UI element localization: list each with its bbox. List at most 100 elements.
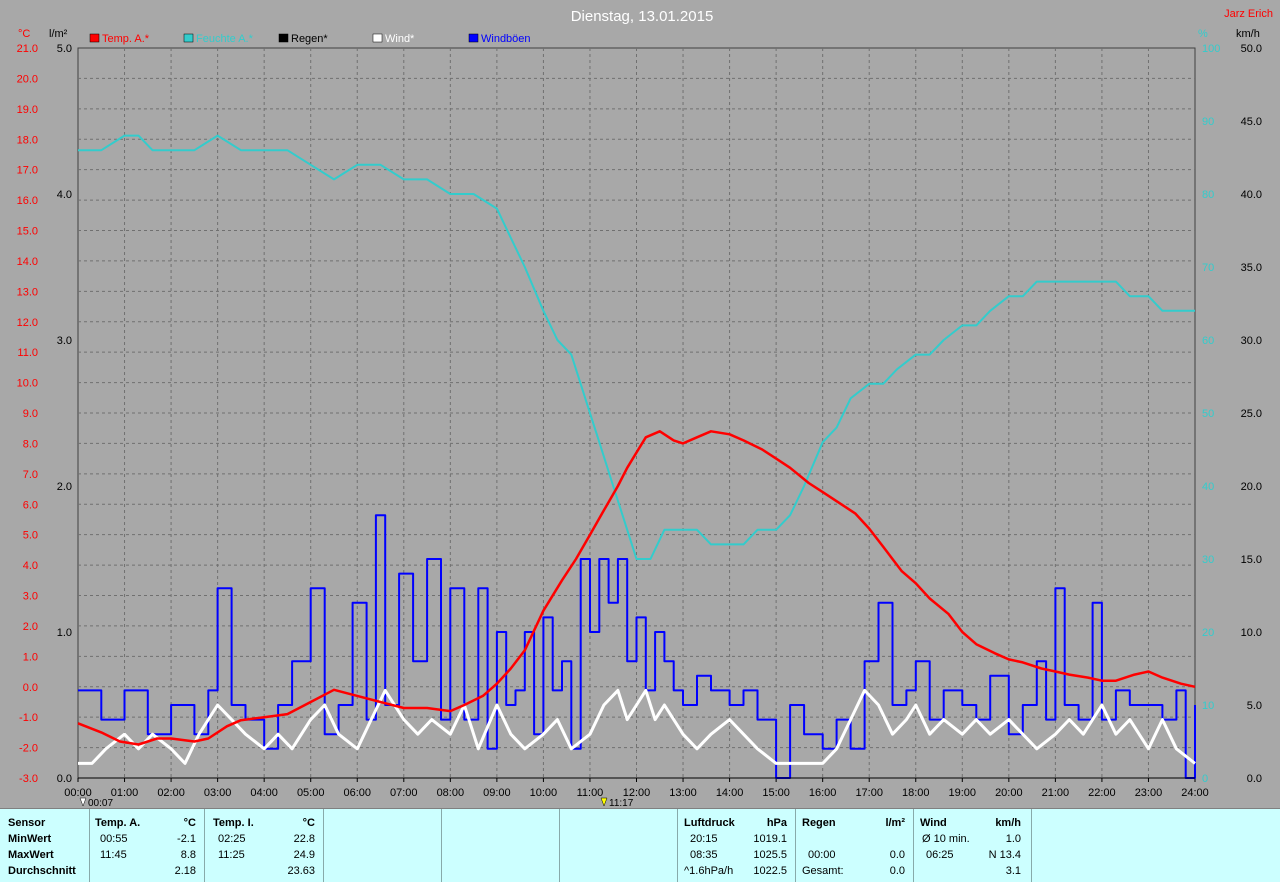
x-tick-label: 18:00 [902,787,930,799]
wind-mean-val: 3.1 [1005,865,1021,877]
temp-tick-label: 0.0 [23,682,38,694]
temp-i-max-time: 11:25 [218,849,245,861]
series-line-wind [78,688,1196,765]
temp-a-header: Temp. A. [95,817,141,829]
x-tick-label: 09:00 [483,787,511,799]
summary-table: Sensor MinWert MaxWert Durchschnitt Temp… [0,808,1280,882]
humidity-tick-label: 50 [1202,408,1214,420]
x-tick-label: 21:00 [1042,787,1070,799]
pressure-min-time: 20:15 [690,833,718,845]
row-label-avg: Durchschnitt [8,865,76,877]
author-label: Jarz Erich [1224,8,1273,20]
x-tick-label: 05:00 [297,787,325,799]
temp-a-max-time: 11:45 [100,849,127,861]
pressure-header: Luftdruck [684,817,735,829]
humidity-tick-label: 90 [1202,116,1214,128]
marker-label: 00:07 [88,798,113,808]
rain-header: Regen [802,817,836,829]
humidity-tick-label: 60 [1202,335,1214,347]
x-tick-label: 01:00 [111,787,139,799]
temp-tick-label: 5.0 [23,530,38,542]
temp-tick-label: 13.0 [17,286,38,298]
rain-max-time: 00:00 [808,849,836,861]
wind-tick-label: 5.0 [1247,700,1262,712]
legend-label: Wind* [385,33,415,45]
wind-avg-val: 1.0 [1005,833,1021,845]
temp-a-unit: °C [183,817,196,829]
grid-lines [78,48,1195,778]
pressure-block: Luftdruck hPa 20:15 1019.1 08:35 1025.5 … [678,809,796,882]
legend-label: Windböen [481,33,531,45]
temp-tick-label: 4.0 [23,560,38,572]
x-axis-ticks: 00:00 01:00 02:00 03:00 04:00 05:00 06:00 07:00… [64,778,1209,799]
humidity-axis-unit: % [1198,28,1208,40]
humidity-tick-label: 0 [1202,773,1208,785]
temp-i-min-val: 22.8 [293,833,315,845]
series-line-feuchte-a [78,134,1195,560]
pressure-min-val: 1019.1 [753,833,787,845]
temp-tick-label: 18.0 [17,134,38,146]
temp-tick-label: 16.0 [17,195,38,207]
rain-total-label: Gesamt: [802,865,844,877]
y-axis-ticks: 21.0 20.0 19.0 18.0 17.0 16.0 15.0 14.0 13.0 12.0… [17,43,1262,785]
pressure-unit: hPa [766,817,787,829]
temp-tick-label: 1.0 [23,651,38,663]
rain-tick-label: 4.0 [57,189,72,201]
wind-max-val: N 13.4 [988,849,1021,861]
temp-tick-label: 2.0 [23,621,38,633]
x-tick-label: 08:00 [437,787,465,799]
marker-arrow-icon [79,797,87,807]
humidity-tick-label: 10 [1202,700,1214,712]
legend-swatch [89,33,100,43]
rain-tick-label: 3.0 [57,335,72,347]
pressure-trend-label: ^1.6hPa/h [684,865,734,877]
x-tick-label: 14:00 [716,787,744,799]
wind-max-time: 06:25 [926,849,954,861]
temp-tick-label: 17.0 [17,165,38,177]
temp-i-max-val: 24.9 [293,849,315,861]
x-tick-label: 19:00 [949,787,977,799]
wind-tick-label: 50.0 [1241,43,1262,55]
wind-unit: km/h [995,817,1021,829]
x-tick-label: 11:00 [577,787,604,799]
wind-tick-label: 15.0 [1241,554,1262,566]
temp-a-avg-val: 2.18 [174,865,196,877]
rain-tick-label: 1.0 [57,627,72,639]
temp-axis-unit: °C [18,28,30,40]
rain-tick-label: 2.0 [57,481,72,493]
wind-tick-label: 30.0 [1241,335,1262,347]
x-tick-label: 03:00 [204,787,232,799]
empty-block-2 [442,809,560,882]
x-tick-label: 15:00 [762,787,790,799]
temp-a-max-val: 8.8 [180,849,196,861]
wind-tick-label: 35.0 [1241,262,1262,274]
pressure-trend-val: 1022.5 [753,865,787,877]
humidity-tick-label: 20 [1202,627,1214,639]
marker-label: 11:17 [609,798,634,808]
rain-max-val: 0.0 [889,849,905,861]
empty-block-1 [324,809,442,882]
temp-tick-label: -1.0 [19,712,38,724]
rain-tick-label: 0.0 [57,773,72,785]
marker-arrow-icon [600,797,608,807]
legend-swatch [468,33,479,43]
wind-avg-label: Ø 10 min. [922,833,970,845]
wind-tick-label: 40.0 [1241,189,1262,201]
legend-label: Temp. A.* [102,33,150,45]
temp-i-header: Temp. I. [213,817,254,829]
humidity-tick-label: 30 [1202,554,1214,566]
temp-tick-label: 10.0 [17,378,38,390]
x-tick-label: 10:00 [530,787,558,799]
humidity-tick-label: 70 [1202,262,1214,274]
x-tick-label: 02:00 [157,787,185,799]
temp-tick-label: 3.0 [23,591,38,603]
sensor-header: Sensor [8,817,46,829]
humidity-tick-label: 40 [1202,481,1214,493]
series-line-windb-en [78,514,1196,779]
legend-swatch [278,33,289,43]
temp-tick-label: 14.0 [17,256,38,268]
x-tick-label: 17:00 [855,787,883,799]
x-tick-label: 00:00 [64,787,92,799]
x-tick-label: 20:00 [995,787,1023,799]
time-markers: 00:07 11:17 [79,797,634,808]
